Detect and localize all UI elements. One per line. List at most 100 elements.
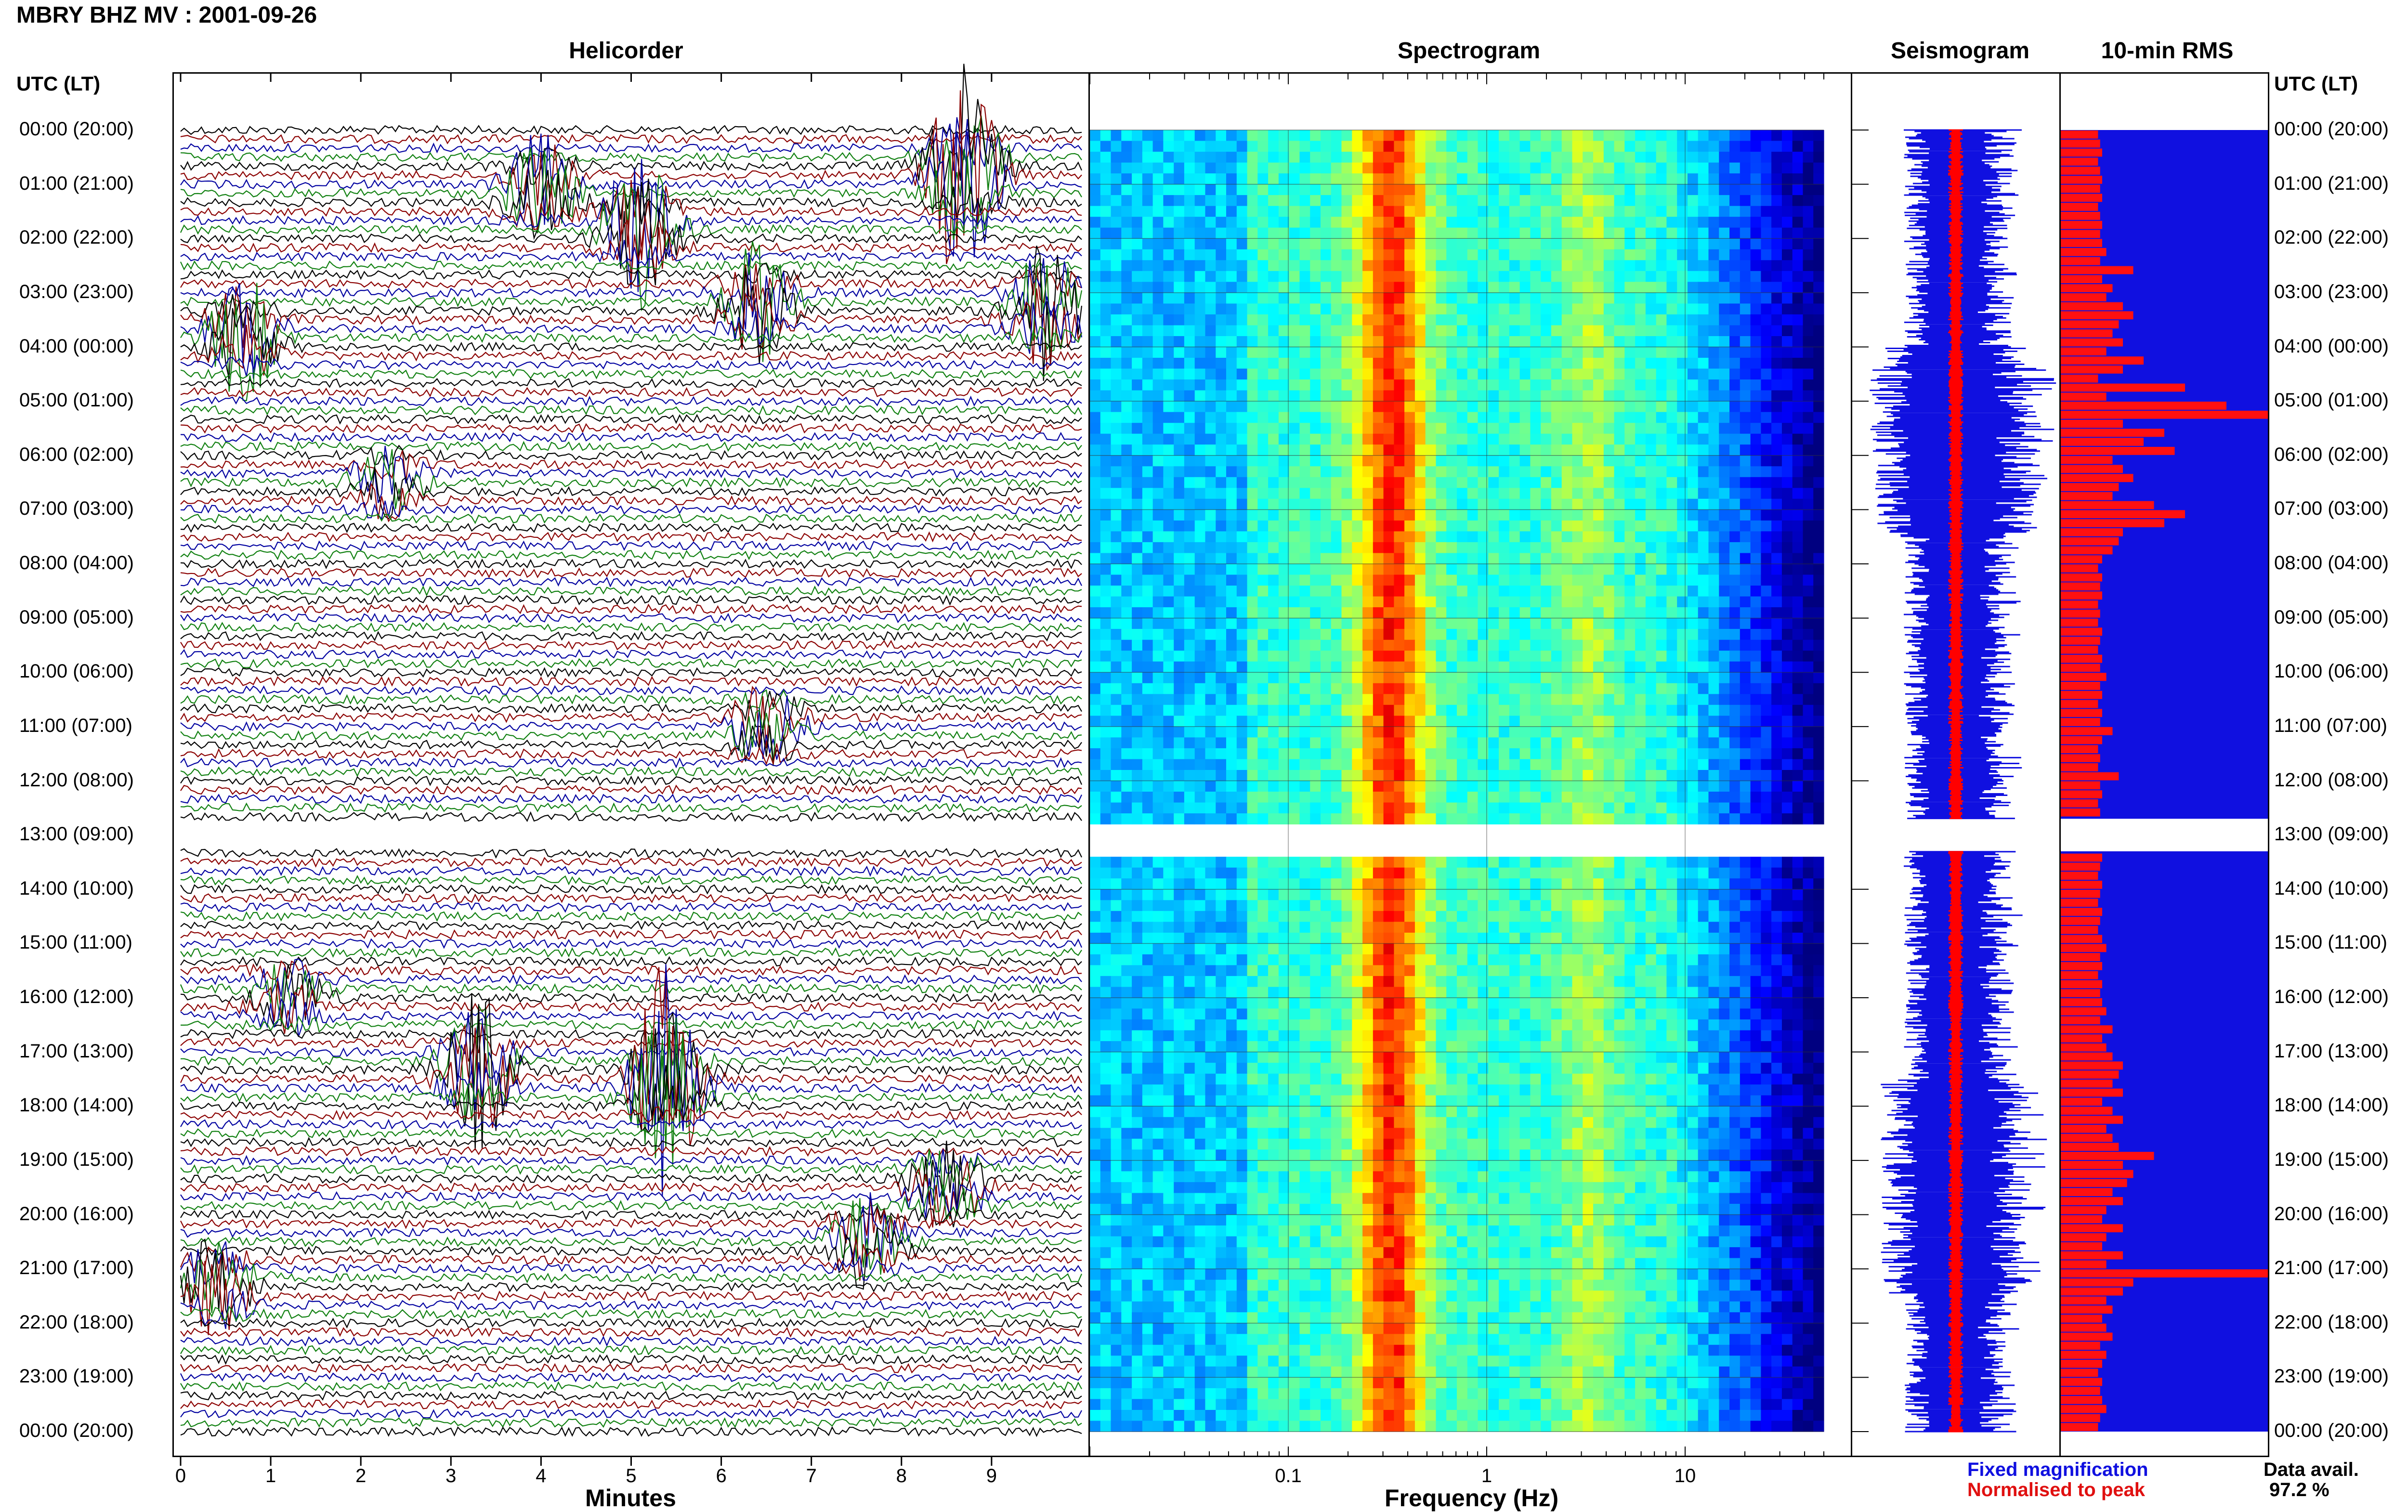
helicorder-trace	[181, 641, 1082, 650]
helicorder-trace	[181, 596, 1082, 604]
rms-bar	[2061, 1152, 2154, 1160]
rms-bar	[2061, 311, 2133, 319]
helicorder-xlabel: Minutes	[585, 1484, 676, 1512]
helicorder-trace	[181, 1337, 1082, 1346]
rms-bar	[2061, 1215, 2102, 1224]
helicorder-trace	[181, 1030, 1082, 1038]
helicorder-trace	[181, 370, 1082, 378]
helicorder-trace	[181, 623, 1082, 632]
rms-bar	[2061, 1007, 2107, 1016]
helicorder-trace	[181, 959, 1082, 997]
rms-bar	[2061, 1170, 2133, 1178]
rms-bar	[2061, 1161, 2123, 1169]
legend-fixed-magnification: Fixed magnification	[1967, 1459, 2148, 1481]
seismogram-normalised-trace	[1948, 130, 1963, 1432]
rms-bar	[2061, 157, 2098, 166]
rms-bar	[2061, 899, 2098, 907]
rms-bar	[2061, 1034, 2102, 1043]
rms-bar	[2061, 718, 2100, 726]
helicorder-trace	[181, 1382, 1082, 1391]
x-tick-label: 1	[265, 1465, 276, 1486]
helicorder-trace	[181, 117, 1082, 171]
rms-bar	[2061, 574, 2102, 582]
rms-bar	[2061, 1296, 2107, 1304]
helicorder-trace	[181, 1409, 1082, 1418]
rms-bar	[2061, 1089, 2123, 1097]
rms-bar	[2061, 302, 2123, 311]
helicorder-trace	[181, 795, 1082, 803]
rms-bar	[2061, 492, 2113, 500]
rms-bar	[2061, 1288, 2123, 1296]
rms-bar	[2061, 610, 2100, 618]
helicorder-trace	[181, 406, 1082, 415]
helicorder-trace	[181, 650, 1082, 659]
helicorder-trace	[181, 578, 1082, 587]
helicorder-trace	[181, 981, 1082, 1034]
data-avail-label: Data avail.	[2264, 1459, 2359, 1481]
helicorder-trace	[181, 1328, 1082, 1337]
rms-bar	[2061, 790, 2102, 798]
rms-bar	[2061, 1025, 2113, 1033]
helicorder-trace	[181, 858, 1082, 867]
rms-bar	[2061, 862, 2100, 871]
rms-bar	[2061, 1405, 2107, 1413]
rms-bar	[2061, 1369, 2098, 1377]
rms-bar	[2061, 420, 2123, 428]
spectrogram-xlabel: Frequency (Hz)	[1385, 1484, 1558, 1512]
x-tick-label: 7	[806, 1465, 817, 1486]
rms-bar	[2061, 429, 2164, 437]
rms-bar	[2061, 1414, 2100, 1422]
rms-bar	[2061, 1305, 2113, 1314]
rms-bar	[2061, 655, 2102, 663]
rms-bar	[2061, 555, 2102, 563]
rms-bar	[2061, 953, 2100, 961]
rms-bar	[2061, 1278, 2133, 1287]
helicorder-trace	[181, 388, 1082, 396]
seismogram-fixed-trace	[1870, 130, 2056, 1432]
helicorder-trace	[181, 587, 1082, 595]
helicorder-trace	[181, 560, 1082, 568]
rms-bar	[2061, 140, 2100, 148]
rms-bar	[2061, 1378, 2102, 1386]
rms-bar	[2061, 356, 2144, 365]
rms-bar	[2061, 384, 2185, 392]
helicorder-trace	[181, 415, 1082, 424]
helicorder-trace	[181, 1307, 1082, 1321]
helicorder-trace	[181, 921, 1082, 930]
rms-bar	[2061, 1043, 2107, 1052]
rms-bar	[2061, 1125, 2107, 1133]
helicorder-trace	[181, 686, 1082, 695]
rms-bar	[2061, 673, 2107, 681]
rms-bar	[2061, 130, 2098, 139]
rms-bar	[2061, 1260, 2107, 1268]
rms-bar	[2061, 375, 2098, 383]
helicorder-trace	[181, 876, 1082, 885]
helicorder-trace	[181, 957, 1082, 966]
rms-bar	[2061, 1061, 2123, 1069]
rms-bar	[2061, 248, 2107, 256]
rms-bar	[2061, 989, 2100, 997]
rms-bar	[2061, 691, 2102, 699]
seismogram-traces	[1852, 130, 2056, 1432]
rms-bar	[2061, 917, 2100, 925]
rms-bar	[2061, 881, 2102, 889]
helicorder-trace	[181, 1400, 1082, 1409]
helicorder-trace	[181, 1237, 1082, 1281]
helicorder-trace	[181, 126, 1082, 134]
helicorder-trace	[181, 1289, 1082, 1329]
helicorder-trace	[181, 397, 1082, 405]
rms-bar	[2061, 284, 2113, 292]
rms-bar	[2061, 1179, 2127, 1187]
rms-bar	[2061, 1333, 2113, 1341]
rms-bar	[2061, 510, 2185, 518]
x-tick-label: 2	[355, 1465, 366, 1486]
helicorder-trace	[181, 484, 1082, 521]
helicorder-trace	[181, 1206, 1082, 1227]
x-tick-label: 3	[445, 1465, 456, 1486]
helicorder-trace	[181, 849, 1082, 858]
rms-bar	[2061, 1134, 2113, 1142]
rms-bar	[2061, 519, 2164, 527]
rms-bar	[2061, 1315, 2102, 1323]
helicorder-trace	[181, 614, 1082, 623]
helicorder-trace	[181, 1346, 1082, 1355]
